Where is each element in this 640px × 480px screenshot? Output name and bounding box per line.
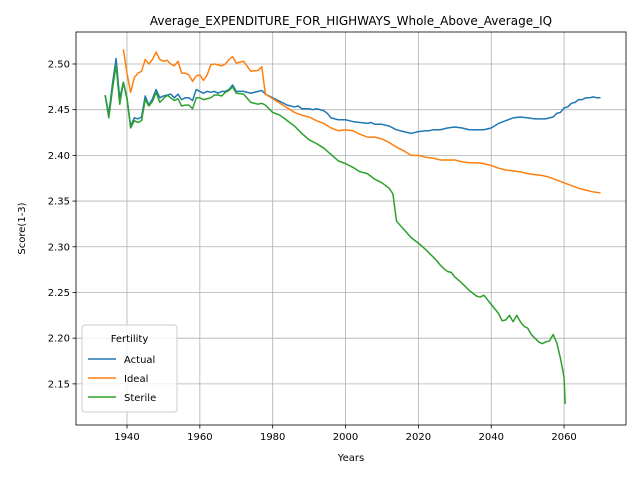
legend-label-sterile: Sterile [124, 393, 156, 404]
y-tick-label: 2.35 [48, 197, 70, 208]
y-tick-label: 2.30 [48, 242, 70, 253]
plot-frame [75, 31, 627, 426]
y-tick-label: 2.25 [48, 288, 70, 299]
y-tick-label: 2.45 [48, 105, 70, 116]
x-tick-label: 2020 [406, 432, 431, 443]
y-tick-label: 2.40 [48, 151, 70, 162]
y-axis-ticks: 2.15 2.20 2.25 2.30 2.35 2.40 2.45 2.50 [48, 59, 76, 390]
x-axis-ticks: 1940 1960 1980 2000 2020 2040 2060 [114, 425, 577, 443]
y-tick-label: 2.20 [48, 334, 70, 345]
legend-entries: Actual Ideal Sterile [88, 355, 156, 404]
series-line-ideal [122, 49, 601, 194]
x-axis-label: Years [337, 453, 364, 464]
grid-lines [76, 32, 626, 425]
legend-label-actual: Actual [124, 355, 155, 366]
x-tick-label: 1940 [114, 432, 139, 443]
y-axis-label: Score(1-3) [17, 202, 28, 254]
x-tick-label: 2040 [479, 432, 504, 443]
chart-title: Average_EXPENDITURE_FOR_HIGHWAYS_Whole_A… [150, 14, 552, 28]
y-tick-label: 2.50 [48, 59, 70, 70]
legend-box [81, 324, 178, 413]
series-lines [104, 49, 601, 405]
legend-title: Fertility [111, 334, 149, 345]
series-line-actual [104, 57, 601, 135]
x-tick-label: 1960 [187, 432, 212, 443]
x-tick-label: 2000 [333, 432, 358, 443]
x-tick-label: 2060 [551, 432, 576, 443]
legend: Fertility Actual Ideal Sterile [81, 324, 178, 413]
y-tick-label: 2.15 [48, 379, 70, 390]
legend-label-ideal: Ideal [124, 374, 148, 385]
series-line-sterile [104, 64, 566, 405]
x-tick-label: 1980 [260, 432, 285, 443]
